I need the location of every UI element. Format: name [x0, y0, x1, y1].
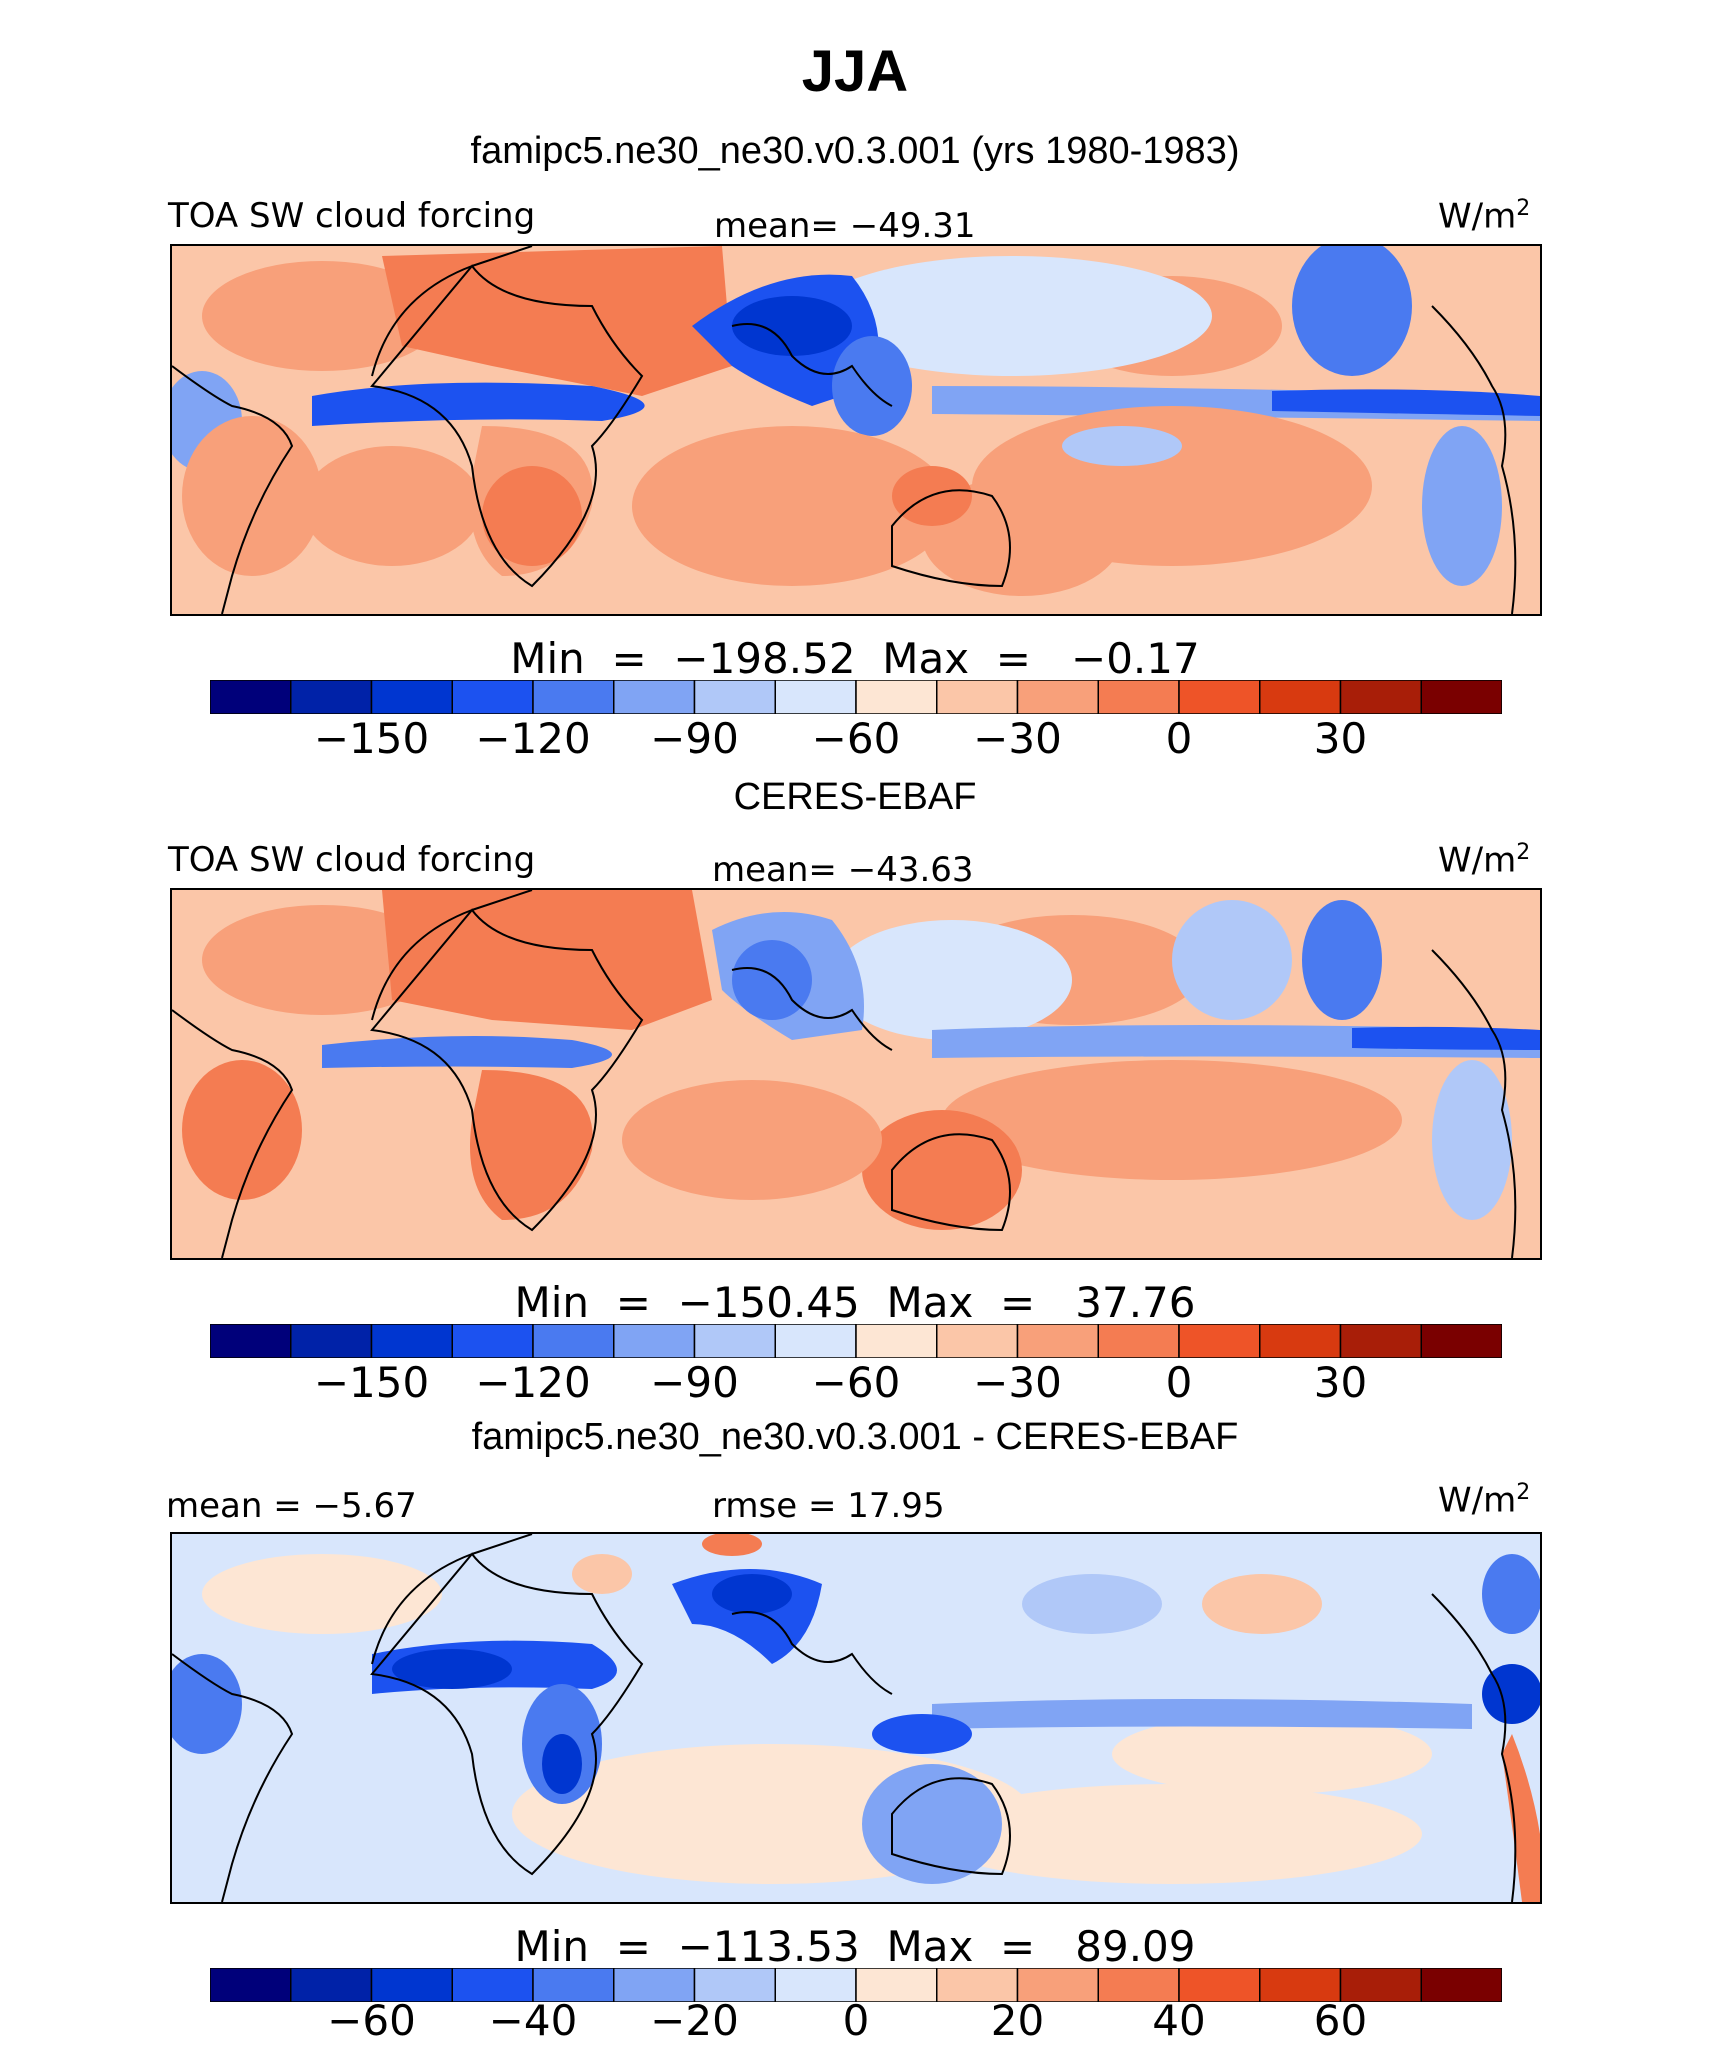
- panel-1-colorbar: [210, 680, 1502, 714]
- panel-1-subtitle: famipc5.ne30_ne30.v0.3.001 (yrs 1980-198…: [470, 130, 1240, 172]
- colorbar-tick-label: −120: [475, 714, 591, 763]
- panel-3-subtitle: famipc5.ne30_ne30.v0.3.001 - CERES-EBAF: [471, 1416, 1239, 1458]
- panel-1-minmax: Min = −198.52 Max = −0.17: [510, 634, 1200, 683]
- panel-3-minmax: Min = −113.53 Max = 89.09: [514, 1922, 1196, 1971]
- panel-1-colorbar-ticks: −150 −120 −90 −60 −30 0 30: [0, 714, 1710, 764]
- colorbar-tick-label: 20: [990, 1996, 1045, 2045]
- colorbar-tick-label: −60: [811, 714, 901, 763]
- colorbar-tick-label: −120: [475, 1358, 591, 1407]
- panel-3-rmse-label: rmse = 17.95: [712, 1486, 945, 1526]
- colorbar-swatch: [613, 1324, 696, 1358]
- colorbar-swatch: [1178, 680, 1261, 714]
- colorbar-swatch: [1339, 1324, 1422, 1358]
- main-title: JJA: [801, 39, 909, 104]
- colorbar-swatch: [1016, 1324, 1099, 1358]
- colorbar-swatch: [1259, 680, 1342, 714]
- colorbar-swatch: [936, 1324, 1019, 1358]
- colorbar-swatch: [1420, 680, 1502, 714]
- colorbar-tick-label: 40: [1152, 1996, 1206, 2045]
- panel-2-colorbar: [210, 1324, 1502, 1358]
- colorbar-swatch: [290, 1968, 373, 2002]
- colorbar-swatch: [936, 680, 1019, 714]
- colorbar-swatch: [210, 1324, 292, 1358]
- colorbar-tick-label: −30: [973, 714, 1062, 763]
- colorbar-tick-label: −150: [313, 1358, 430, 1407]
- panel-2-left-label: TOA SW cloud forcing: [168, 840, 536, 880]
- panel-3-mean-label: mean = −5.67: [166, 1486, 417, 1526]
- panel-2-colorbar-ticks: −150 −120 −90 −60 −30 0 30: [0, 1358, 1710, 1408]
- colorbar-swatch: [210, 680, 292, 714]
- panel-1-mean-label: mean= −49.31: [714, 206, 976, 246]
- panel-1-map: [170, 244, 1542, 616]
- panel-2-map: [170, 888, 1542, 1260]
- colorbar-tick-label: −90: [650, 1358, 739, 1407]
- panel-3-units: W/m2: [1438, 1480, 1531, 1521]
- colorbar-swatch: [451, 1968, 534, 2002]
- panel-2-units: W/m2: [1438, 840, 1531, 881]
- colorbar-swatch: [370, 1324, 453, 1358]
- colorbar-tick-label: −60: [811, 1358, 901, 1407]
- panel-3-colorbar-ticks: −60 −40 −20 0 20 40 60: [0, 1996, 1710, 2046]
- colorbar-tick-label: 0: [842, 1996, 870, 2045]
- panel-3-map: [170, 1532, 1542, 1904]
- colorbar-swatch: [855, 1968, 938, 2002]
- colorbar-swatch: [1259, 1324, 1342, 1358]
- colorbar-swatch: [370, 680, 453, 714]
- colorbar-swatch: [1339, 680, 1422, 714]
- colorbar-tick-label: −90: [650, 714, 739, 763]
- colorbar-tick-label: 60: [1313, 1996, 1368, 2045]
- colorbar-tick-label: 30: [1313, 1358, 1368, 1407]
- colorbar-swatch: [1420, 1324, 1502, 1358]
- colorbar-tick-label: 0: [1165, 1358, 1193, 1407]
- colorbar-tick-label: 0: [1165, 714, 1193, 763]
- colorbar-swatch: [613, 680, 696, 714]
- panel-2-subtitle: CERES-EBAF: [733, 776, 977, 818]
- colorbar-swatch: [290, 1324, 373, 1358]
- colorbar-swatch: [370, 1968, 453, 2002]
- colorbar-swatch: [290, 680, 373, 714]
- colorbar-swatch: [451, 1324, 534, 1358]
- colorbar-tick-label: −20: [650, 1996, 739, 2045]
- colorbar-tick-label: −40: [488, 1996, 578, 2045]
- colorbar-swatch: [1097, 680, 1180, 714]
- colorbar-swatch: [693, 680, 776, 714]
- colorbar-swatch: [774, 1324, 857, 1358]
- colorbar-swatch: [1097, 1324, 1180, 1358]
- colorbar-swatch: [774, 680, 857, 714]
- colorbar-swatch: [532, 1968, 615, 2002]
- colorbar-swatch: [532, 680, 615, 714]
- colorbar-swatch: [855, 1324, 938, 1358]
- colorbar-swatch: [774, 1968, 857, 2002]
- colorbar-swatch: [1339, 1968, 1422, 2002]
- colorbar-swatch: [451, 680, 534, 714]
- colorbar-swatch: [532, 1324, 615, 1358]
- colorbar-tick-label: −150: [313, 714, 430, 763]
- panel-1-left-label: TOA SW cloud forcing: [168, 196, 536, 236]
- colorbar-swatch: [693, 1324, 776, 1358]
- colorbar-tick-label: −60: [327, 1996, 416, 2045]
- colorbar-tick-label: −30: [973, 1358, 1062, 1407]
- colorbar-swatch: [1016, 680, 1099, 714]
- panel-2-minmax: Min = −150.45 Max = 37.76: [514, 1278, 1196, 1327]
- colorbar-swatch: [1178, 1324, 1261, 1358]
- colorbar-swatch: [855, 680, 938, 714]
- colorbar-tick-label: 30: [1313, 714, 1368, 763]
- colorbar-swatch: [1016, 1968, 1099, 2002]
- panel-1-units: W/m2: [1438, 196, 1531, 237]
- panel-2-mean-label: mean= −43.63: [712, 850, 974, 890]
- colorbar-swatch: [1420, 1968, 1502, 2002]
- panel-3-colorbar: [210, 1968, 1502, 2002]
